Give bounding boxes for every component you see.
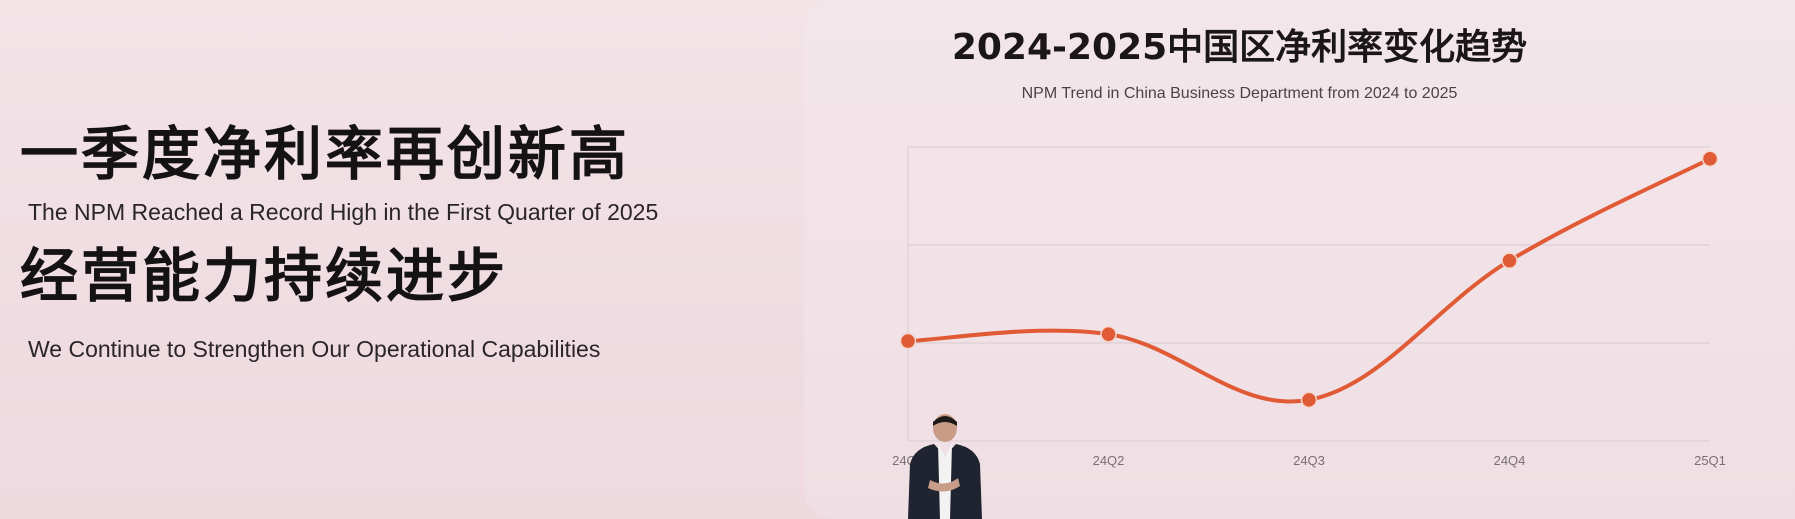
headline-operational-progress: 经营能力持续进步: [20, 242, 509, 310]
x-tick-label-24q2: 24Q2: [1093, 453, 1125, 468]
presenter-figure: [908, 414, 982, 519]
chart-card: 2024-2025中国区净利率变化趋势 NPM Trend in China B…: [804, 0, 1795, 519]
x-tick-label-25q1: 25Q1: [1694, 453, 1726, 468]
headline-record-npm: 一季度净利率再创新高: [20, 120, 631, 188]
left-text-panel: 一季度净利率再创新高 The NPM Reached a Record High…: [0, 0, 800, 519]
data-point-24q3: [1300, 391, 1318, 409]
subline-record-npm: The NPM Reached a Record High in the Fir…: [28, 199, 659, 225]
npm-line-chart: 24Q1 24Q2 24Q3 24Q4 25Q1: [892, 146, 1726, 468]
subline-operational-progress: We Continue to Strengthen Our Operationa…: [28, 336, 601, 362]
data-point-25q1: [1701, 150, 1719, 168]
data-point-24q2: [1100, 325, 1117, 343]
x-tick-label-24q3: 24Q3: [1293, 453, 1325, 468]
series-line-1: [906, 156, 1712, 404]
data-point-24q4: [1501, 252, 1518, 269]
x-tick-label-24q4: 24Q4: [1494, 453, 1526, 468]
chart-subtitle: NPM Trend in China Business Department f…: [1021, 85, 1458, 102]
chart-title: 2024-2025中国区净利率变化趋势: [951, 27, 1528, 68]
data-point-24q1: [899, 332, 917, 350]
